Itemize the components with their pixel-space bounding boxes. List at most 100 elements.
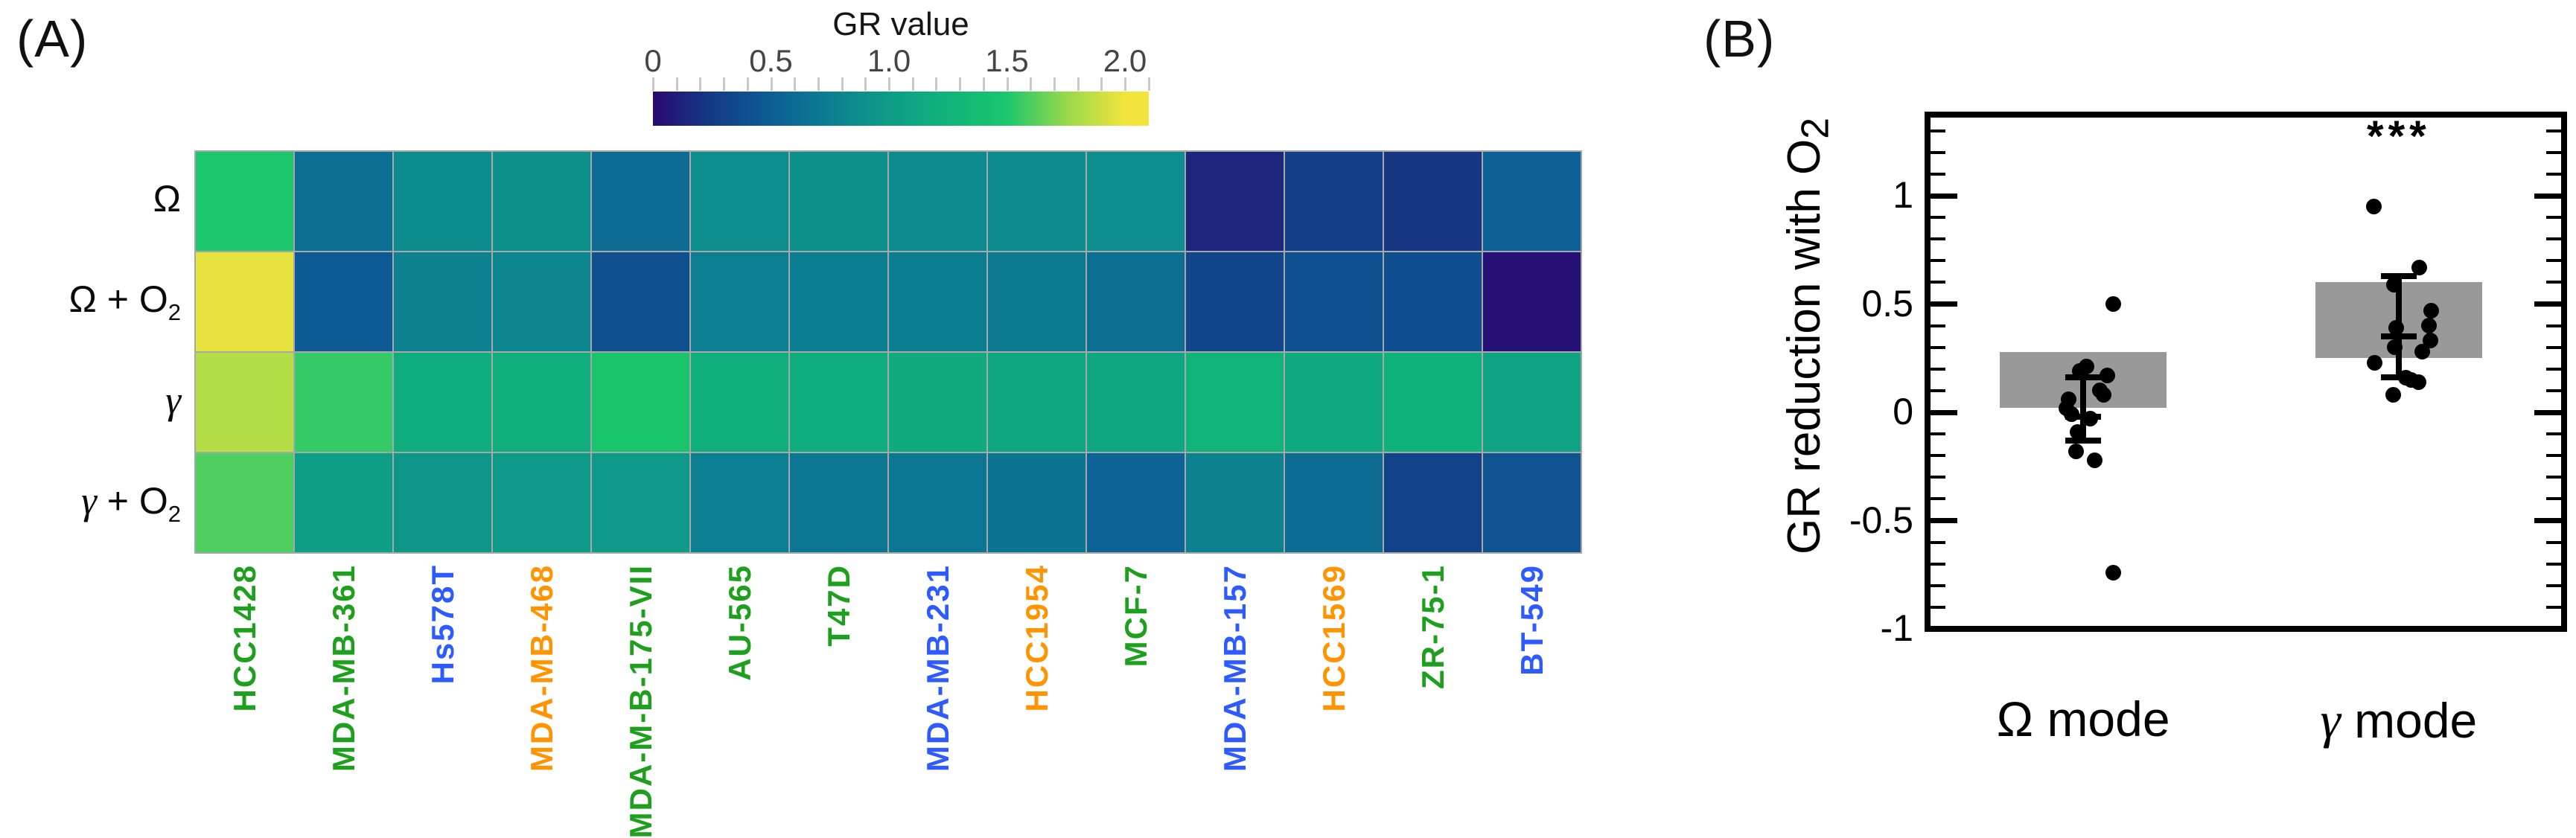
heatmap-cell xyxy=(394,453,491,552)
heatmap-cell xyxy=(691,453,788,552)
heatmap-cell xyxy=(1483,252,1581,351)
greek-symbol: γ xyxy=(2320,691,2341,749)
greek-symbol: γ xyxy=(165,378,181,422)
heatmap-cell xyxy=(1186,453,1284,552)
colorbar-minor-tick xyxy=(1006,77,1009,91)
colorbar-tick-label: 0.5 xyxy=(749,43,793,78)
heatmap-cell xyxy=(493,252,590,351)
heatmap-cell xyxy=(1384,453,1482,552)
colorbar-minor-tick xyxy=(675,77,678,91)
heatmap-cell xyxy=(988,353,1085,452)
heatmap-cell xyxy=(1384,353,1482,452)
heatmap-column-label: MCF-7 xyxy=(1118,564,1153,668)
heatmap-cell xyxy=(1384,252,1482,351)
colorbar-tick-label: 0 xyxy=(644,43,662,78)
heatmap-cell xyxy=(691,152,788,251)
heatmap-column-label: Hs578T xyxy=(424,564,460,685)
heatmap-cell xyxy=(1384,152,1482,251)
subscript: 2 xyxy=(168,298,181,325)
heatmap-grid xyxy=(194,150,1582,554)
heatmap-column-label: T47D xyxy=(820,564,856,647)
heatmap-cell xyxy=(295,353,392,452)
heatmap-column-label: HCC1569 xyxy=(1316,564,1351,712)
plot-frame xyxy=(1925,112,2567,632)
heatmap-cell xyxy=(790,252,887,351)
panel-b-label: (B) xyxy=(1703,10,1776,68)
heatmap-column-label: MDA-MB-361 xyxy=(325,564,361,773)
heatmap-cell xyxy=(691,252,788,351)
heatmap-cell xyxy=(1285,353,1383,452)
heatmap-cell xyxy=(592,453,689,552)
heatmap-row-label: Ω + O2 xyxy=(68,278,181,325)
heatmap-cell xyxy=(394,152,491,251)
heatmap-cell xyxy=(394,353,491,452)
heatmap-cell xyxy=(1087,453,1185,552)
heatmap-column-label: HCC1428 xyxy=(226,564,262,712)
heatmap-column-label: HCC1954 xyxy=(1018,564,1054,712)
colorbar-gradient xyxy=(653,92,1149,126)
heatmap-column-label: MDA-MB-231 xyxy=(919,564,955,773)
colorbar-minor-tick xyxy=(1124,77,1126,91)
heatmap-column-label: MDA-MB-157 xyxy=(1217,564,1252,773)
greek-symbol: Ω xyxy=(1996,691,2034,746)
heatmap-cell xyxy=(196,453,293,552)
heatmap-cell xyxy=(196,152,293,251)
heatmap-cell xyxy=(1087,152,1185,251)
colorbar-minor-tick xyxy=(959,77,962,91)
colorbar-minor-tick xyxy=(794,77,797,91)
heatmap-cell xyxy=(889,453,986,552)
heatmap-cell xyxy=(1186,152,1284,251)
colorbar-tick-label: 2.0 xyxy=(1103,43,1147,78)
colorbar-minor-tick xyxy=(982,77,985,91)
heatmap-cell xyxy=(1186,252,1284,351)
heatmap-cell xyxy=(493,353,590,452)
heatmap-cell xyxy=(988,252,1085,351)
heatmap-cell xyxy=(1285,152,1383,251)
colorbar-minor-tick xyxy=(723,77,726,91)
heatmap-cell xyxy=(592,152,689,251)
heatmap-cell xyxy=(790,453,887,552)
heatmap-cell xyxy=(1483,453,1581,552)
heatmap-row-label: γ + O2 xyxy=(81,479,181,527)
colorbar-minor-tick xyxy=(746,77,749,91)
colorbar-minor-tick xyxy=(888,77,890,91)
heatmap-cell xyxy=(493,453,590,552)
x-category-label: Ω mode xyxy=(1996,691,2170,746)
heatmap-row-label: Ω xyxy=(0,177,181,220)
heatmap-column-label: BT-549 xyxy=(1514,564,1549,676)
heatmap-cell xyxy=(394,252,491,351)
heatmap-cell xyxy=(295,152,392,251)
heatmap-column-label: MDA-M-B-175-VII xyxy=(622,564,658,838)
colorbar-minor-tick xyxy=(864,77,867,91)
colorbar-minor-tick xyxy=(911,77,914,91)
panel-a-label: (A) xyxy=(16,10,89,68)
heatmap-cell xyxy=(988,152,1085,251)
heatmap-cell xyxy=(790,152,887,251)
colorbar-minor-tick xyxy=(652,77,654,91)
colorbar-minor-tick xyxy=(1053,77,1056,91)
heatmap-cell xyxy=(1087,252,1185,351)
heatmap-cell xyxy=(1186,353,1284,452)
colorbar-minor-tick xyxy=(1100,77,1103,91)
colorbar-tick-label: 1.0 xyxy=(867,43,911,78)
greek-symbol: Ω xyxy=(68,278,97,320)
heatmap-cell xyxy=(889,252,986,351)
heatmap-cell xyxy=(1285,453,1383,552)
y-tick-label: -1 xyxy=(1880,607,1913,649)
heatmap-cell xyxy=(295,252,392,351)
colorbar-minor-tick xyxy=(1030,77,1033,91)
colorbar-minor-tick xyxy=(699,77,702,91)
colorbar-minor-tick xyxy=(770,77,773,91)
greek-symbol: γ xyxy=(81,479,97,522)
heatmap-cell xyxy=(592,353,689,452)
heatmap-cell xyxy=(592,252,689,351)
colorbar-title: GR value xyxy=(832,6,969,42)
colorbar-minor-tick xyxy=(817,77,820,91)
colorbar-minor-tick xyxy=(841,77,844,91)
y-axis-title: GR reduction with O2 xyxy=(1779,118,1837,554)
heatmap-cell xyxy=(196,353,293,452)
colorbar-minor-tick xyxy=(1077,77,1080,91)
heatmap-cell xyxy=(889,353,986,452)
heatmap-cell xyxy=(1483,152,1581,251)
